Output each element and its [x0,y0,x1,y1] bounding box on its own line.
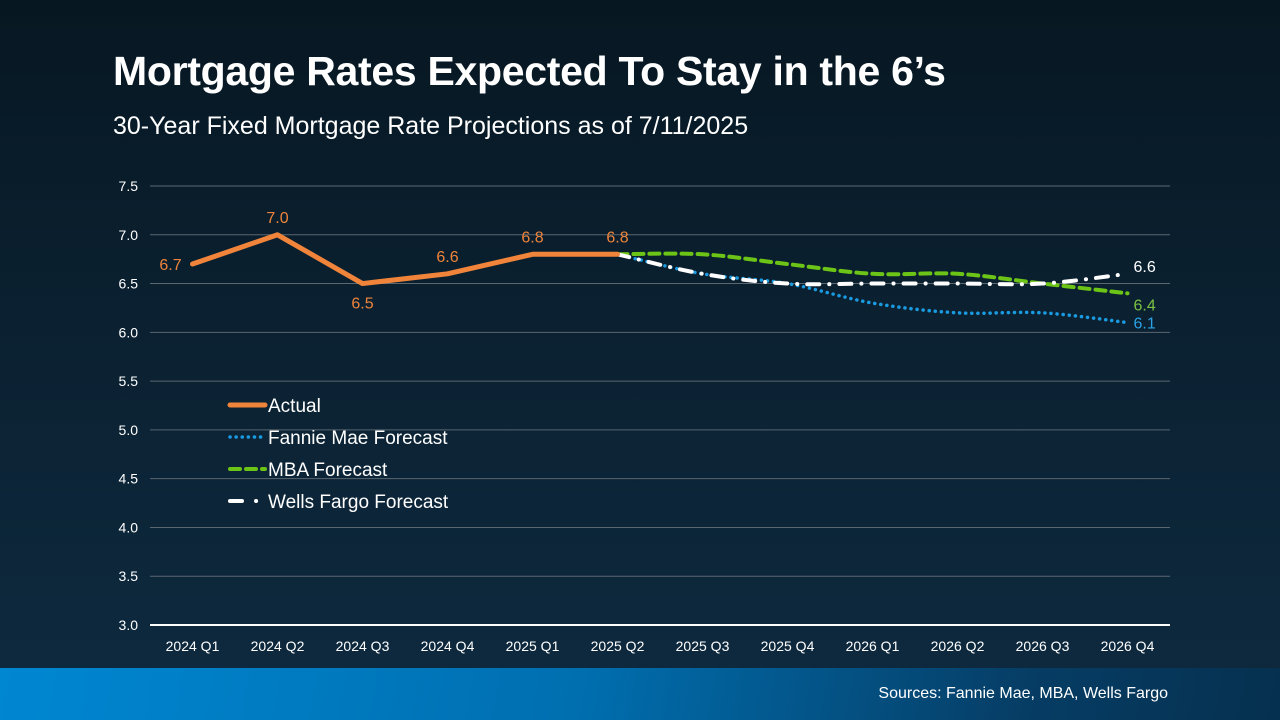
legend-label: Actual [268,396,321,417]
x-tick-label: 2026 Q2 [931,638,985,654]
y-tick-label: 6.5 [119,276,139,292]
y-tick-label: 6.0 [119,324,139,340]
data-label: 6.7 [159,257,181,274]
data-label: 7.0 [266,210,288,227]
series-line-actual [190,232,620,287]
x-tick-label: 2024 Q1 [166,638,220,654]
y-tick-label: 7.0 [119,227,139,243]
data-label: 6.8 [606,229,628,246]
x-tick-label: 2026 Q1 [846,638,900,654]
x-tick-label: 2025 Q2 [591,638,645,654]
data-label: 6.5 [351,296,373,313]
legend-label: Wells Fargo Forecast [268,492,449,513]
y-tick-label: 7.5 [119,178,139,194]
x-tick-label: 2024 Q4 [421,638,475,654]
sources-text: Sources: Fannie Mae, MBA, Wells Fargo [878,685,1168,702]
data-label: 6.6 [436,249,458,266]
y-tick-label: 3.0 [119,617,139,633]
chart-title: Mortgage Rates Expected To Stay in the 6… [113,48,946,94]
x-tick-label: 2025 Q3 [676,638,730,654]
chart-subtitle: 30-Year Fixed Mortgage Rate Projections … [113,112,749,140]
series-line-fannie-mae-forecast [615,252,1130,325]
x-tick-label: 2025 Q1 [506,638,560,654]
data-label: 6.8 [521,229,543,246]
y-tick-label: 4.0 [119,519,139,535]
y-tick-label: 5.0 [119,422,139,438]
y-tick-label: 4.5 [119,471,139,487]
x-tick-label: 2025 Q4 [761,638,815,654]
legend-label: MBA Forecast [268,460,388,481]
x-tick-label: 2026 Q4 [1101,638,1155,654]
y-tick-label: 3.5 [119,568,139,584]
x-tick-label: 2024 Q3 [336,638,390,654]
data-label: 6.1 [1134,316,1156,333]
data-label: 6.6 [1134,259,1156,276]
x-tick-label: 2026 Q3 [1016,638,1070,654]
y-tick-label: 5.5 [119,373,139,389]
data-label: 6.4 [1134,297,1156,314]
line-chart: 3.0 3.5 4.0 4.5 5.0 5.5 6.0 6.5 7.0 7.5 2024 Q1 202… [119,178,1170,654]
footer-bar: Sources: Fannie Mae, MBA, Wells Fargo [0,668,1280,720]
series-line-wells-fargo-forecast [615,252,1130,287]
legend-label: Fannie Mae Forecast [268,428,448,449]
x-tick-label: 2024 Q2 [251,638,305,654]
